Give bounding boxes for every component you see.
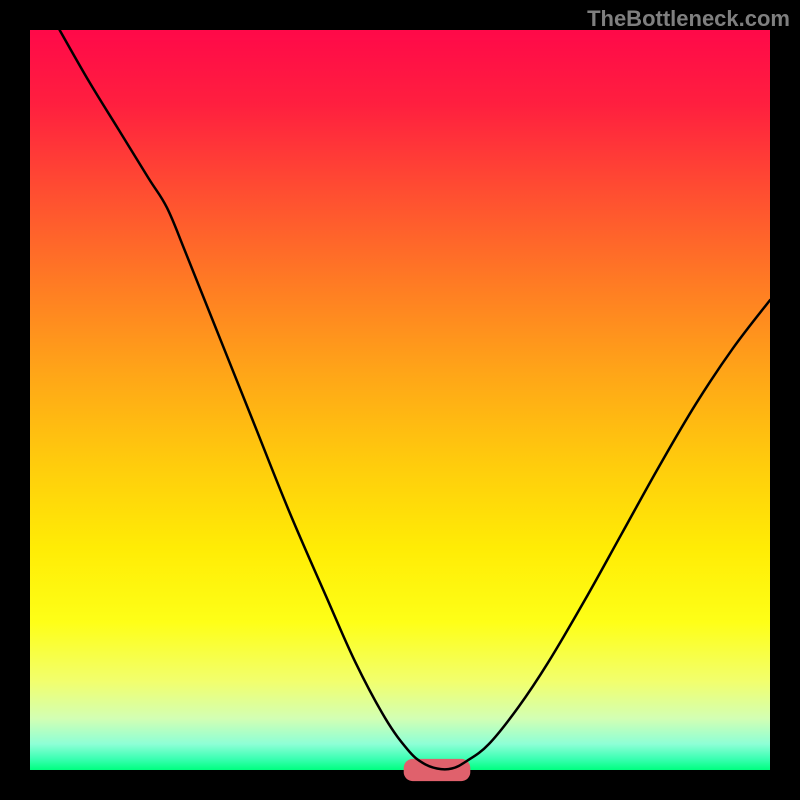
chart-background [30, 30, 770, 770]
optimum-marker [404, 759, 471, 781]
watermark-text: TheBottleneck.com [587, 6, 790, 32]
chart-container: TheBottleneck.com [0, 0, 800, 800]
gradient-chart [0, 0, 800, 800]
